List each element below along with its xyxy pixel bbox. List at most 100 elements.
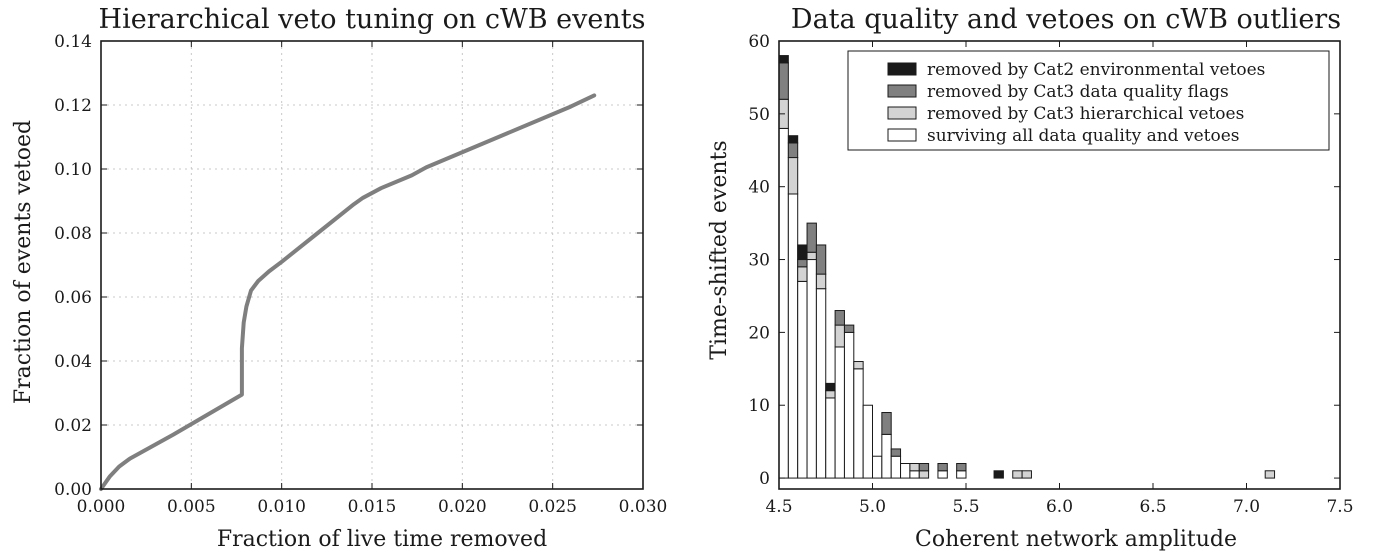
left-x-tick-label: 0.020 bbox=[438, 497, 487, 517]
histogram-bar-segment bbox=[1012, 470, 1023, 479]
histogram-bar-segment bbox=[937, 470, 948, 479]
histogram-bar-segment bbox=[778, 55, 789, 64]
histogram-bar-segment bbox=[900, 463, 911, 479]
histogram-bar-segment bbox=[825, 397, 836, 479]
histogram-bar-segment bbox=[815, 273, 827, 290]
legend-swatch bbox=[887, 128, 917, 142]
left-grid bbox=[100, 40, 644, 490]
right-x-tick-label: 4.5 bbox=[765, 497, 792, 517]
left-y-tick-label: 0.04 bbox=[54, 352, 92, 372]
histogram-bar-segment bbox=[993, 470, 1004, 479]
left-y-tick-label: 0.02 bbox=[54, 416, 92, 436]
histogram-bar-segment bbox=[834, 310, 845, 326]
left-x-tick-label: 0.005 bbox=[167, 497, 216, 517]
right-chart-title: Data quality and vetoes on cWB outliers bbox=[791, 4, 1341, 35]
histogram-bar-segment bbox=[862, 404, 874, 479]
histogram-bar-segment bbox=[843, 331, 855, 479]
histogram-bar-segment bbox=[834, 324, 845, 348]
histogram-bar-segment bbox=[815, 288, 827, 479]
legend-label: surviving all data quality and vetoes bbox=[927, 126, 1239, 146]
left-x-tick-label: 0.010 bbox=[257, 497, 306, 517]
histogram-bar-segment bbox=[890, 455, 902, 479]
outliers-histogram: Data quality and vetoes on cWB outliers … bbox=[707, 4, 1354, 552]
right-y-tick-label: 60 bbox=[748, 32, 770, 52]
right-y-tick-label: 0 bbox=[759, 469, 770, 489]
left-y-tick-label: 0.06 bbox=[54, 288, 92, 308]
right-axis-ticks: 4.5 5.0 5.5 6.0 6.5 7.0 7.5 0 10 20 30 40 50 60 bbox=[748, 32, 1353, 517]
right-y-tick-label: 50 bbox=[748, 105, 770, 125]
histogram-bar-segment bbox=[853, 361, 864, 370]
histogram-bar-segment bbox=[881, 433, 892, 479]
left-chart-title: Hierarchical veto tuning on cWB events bbox=[99, 4, 646, 35]
histogram-bar-segment bbox=[937, 463, 948, 472]
histogram-bar-segment bbox=[806, 259, 817, 479]
histogram-bar-segment bbox=[778, 127, 789, 479]
histogram-bar-segment bbox=[825, 382, 836, 392]
histogram-bar-segment bbox=[872, 455, 883, 479]
histogram-bar-segment bbox=[787, 193, 799, 479]
right-x-tick-label: 6.5 bbox=[1139, 497, 1166, 517]
right-y-tick-label: 40 bbox=[748, 178, 770, 198]
legend-label: removed by Cat3 data quality flags bbox=[927, 82, 1229, 102]
histogram-bar-segment bbox=[787, 157, 799, 195]
right-x-axis-label: Coherent network amplitude bbox=[915, 527, 1237, 552]
legend-swatch bbox=[887, 106, 917, 120]
left-y-tick-label: 0.00 bbox=[54, 480, 92, 500]
histogram-bar-segment bbox=[1264, 470, 1276, 479]
histogram-bar-segment bbox=[1021, 470, 1032, 479]
legend-box bbox=[847, 50, 1330, 151]
left-y-tick-label: 0.14 bbox=[54, 32, 92, 52]
left-x-tick-label: 0.015 bbox=[348, 497, 397, 517]
histogram-bar-segment bbox=[815, 244, 827, 275]
legend-label: removed by Cat2 environmental vetoes bbox=[927, 60, 1265, 80]
left-plot-frame bbox=[100, 40, 644, 490]
right-y-axis-label: Time-shifted events bbox=[707, 140, 732, 359]
left-x-tick-label: 0.000 bbox=[77, 497, 126, 517]
right-y-tick-label: 30 bbox=[748, 251, 770, 271]
right-x-tick-label: 5.0 bbox=[859, 497, 886, 517]
right-x-tick-label: 5.5 bbox=[952, 497, 979, 517]
left-x-axis-label: Fraction of live time removed bbox=[217, 527, 547, 552]
histogram-bar-segment bbox=[806, 251, 817, 261]
histogram-bar-segment bbox=[797, 244, 808, 261]
histogram-bar-segment bbox=[956, 463, 967, 472]
veto-tuning-chart: Hierarchical veto tuning on cWB events 0… bbox=[11, 4, 667, 552]
right-x-tick-label: 7.5 bbox=[1326, 497, 1353, 517]
histogram-bar-segment bbox=[843, 324, 855, 333]
histogram-bar-segment bbox=[778, 62, 789, 100]
legend-swatch bbox=[887, 84, 917, 98]
histogram-bar-segment bbox=[909, 463, 920, 472]
right-x-tick-label: 7.0 bbox=[1233, 497, 1260, 517]
right-plot-frame bbox=[778, 40, 1341, 490]
histogram-bar-segment bbox=[853, 368, 864, 479]
legend-swatch bbox=[887, 62, 917, 76]
histogram-bar-segment bbox=[909, 470, 920, 479]
histogram-bars bbox=[778, 55, 1276, 479]
right-x-tick-label: 6.0 bbox=[1046, 497, 1073, 517]
legend-label: removed by Cat3 hierarchical vetoes bbox=[927, 104, 1244, 124]
histogram-bar-segment bbox=[881, 412, 892, 435]
histogram-bar-segment bbox=[806, 222, 817, 253]
veto-tuning-line bbox=[99, 93, 597, 491]
histogram-bar-segment bbox=[797, 259, 808, 268]
left-y-axis-label: Fraction of events vetoed bbox=[11, 120, 36, 404]
left-x-tick-label: 0.030 bbox=[619, 497, 668, 517]
left-x-tick-label: 0.025 bbox=[528, 497, 577, 517]
histogram-bar-segment bbox=[797, 280, 808, 479]
histogram-bar-segment bbox=[890, 448, 902, 457]
histogram-bar-segment bbox=[787, 142, 799, 159]
histogram-bar-segment bbox=[825, 390, 836, 399]
histogram-bar-segment bbox=[797, 266, 808, 282]
histogram-bar-segment bbox=[834, 346, 845, 479]
left-y-tick-label: 0.12 bbox=[54, 96, 92, 116]
histogram-bar-segment bbox=[956, 470, 967, 479]
right-y-tick-label: 10 bbox=[748, 396, 770, 416]
left-axis-ticks: 0.000 0.005 0.010 0.015 0.020 0.025 0.030 0.00 0… bbox=[54, 32, 667, 517]
histogram-bar-segment bbox=[787, 135, 799, 144]
histogram-bar-segment bbox=[918, 463, 930, 472]
left-y-tick-label: 0.08 bbox=[54, 224, 92, 244]
legend: removed by Cat2 environmental vetoesremo… bbox=[847, 50, 1330, 151]
right-y-tick-label: 20 bbox=[748, 323, 770, 343]
left-y-tick-label: 0.10 bbox=[54, 160, 92, 180]
